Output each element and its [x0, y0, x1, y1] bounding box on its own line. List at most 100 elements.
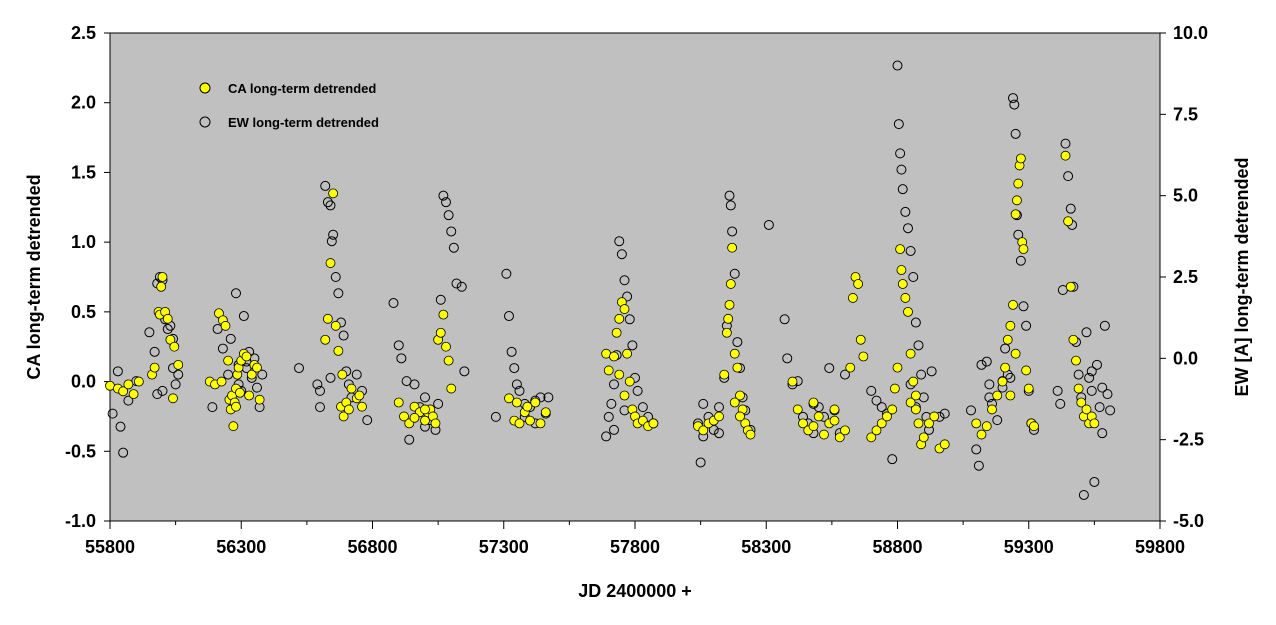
x-tick-label: 57800	[610, 537, 660, 557]
ew-point	[1055, 398, 1066, 409]
ew-point	[1018, 301, 1029, 312]
y-left-tick-label: 0.5	[71, 302, 96, 322]
ca-point	[905, 348, 916, 359]
ca-point	[735, 390, 745, 401]
ew-point	[1084, 372, 1095, 383]
ew-point	[896, 164, 907, 175]
ca-point	[929, 411, 940, 422]
ew-point	[451, 278, 462, 289]
ew-point	[448, 242, 459, 253]
ew-point	[632, 385, 643, 396]
y-axis-left: 2.5 2.0 1.5 1.0 0.5 0.0 -0.5 -1.0	[65, 23, 110, 531]
ca-point	[729, 397, 740, 408]
y-left-tick-label: -0.5	[65, 441, 96, 461]
ew-point	[866, 385, 877, 396]
ew-point	[157, 385, 168, 396]
ca-point	[128, 389, 139, 400]
ca-point	[1029, 421, 1039, 432]
legend-ca-marker	[199, 82, 211, 94]
ew-point	[506, 346, 517, 357]
ew-point	[727, 226, 738, 237]
ca-point	[333, 345, 344, 356]
ew-point	[1086, 385, 1097, 396]
ew-point	[509, 363, 520, 374]
ca-point	[918, 432, 929, 443]
ca-point	[1076, 397, 1087, 408]
ew-point	[1010, 128, 1021, 139]
y-right-tick-label: -2.5	[1173, 430, 1204, 450]
ew-point	[966, 405, 976, 416]
ew-point	[535, 392, 546, 403]
ew-point	[225, 333, 236, 344]
ew-point	[1060, 138, 1071, 149]
x-tick-label: 59800	[1135, 537, 1185, 557]
ew-point	[992, 415, 1003, 426]
ew-point	[619, 275, 630, 286]
ca-point	[399, 411, 409, 422]
ew-point	[315, 385, 325, 396]
ew-point	[1052, 385, 1063, 396]
ca-point	[540, 407, 551, 418]
ew-point	[601, 431, 612, 442]
ca-point	[1008, 299, 1018, 310]
ca-point	[910, 404, 921, 415]
ca-point	[322, 313, 333, 324]
ca-point	[535, 418, 546, 429]
ew-point	[443, 210, 454, 221]
ca-point	[808, 421, 819, 432]
y-right-tick-label: -5.0	[1173, 511, 1204, 531]
ca-point	[325, 258, 336, 268]
ca-point	[346, 383, 357, 394]
ca-point	[622, 348, 633, 359]
ew-point	[1092, 359, 1102, 370]
ca-point	[614, 369, 625, 380]
x-tick-label: 57300	[479, 537, 529, 557]
ca-point	[714, 411, 724, 422]
ew-point	[824, 363, 835, 374]
x-tick-label: 56300	[216, 537, 266, 557]
ew-point	[459, 366, 470, 377]
ca-point	[156, 281, 167, 292]
ew-point	[763, 219, 774, 230]
ca-point	[698, 425, 709, 436]
ew-point	[624, 314, 635, 325]
ew-point	[207, 402, 218, 413]
ew-point	[217, 343, 228, 354]
ew-point	[897, 184, 908, 195]
ew-point	[903, 223, 913, 234]
ca-point	[430, 418, 441, 429]
ew-point	[905, 245, 916, 256]
ew-point	[1063, 171, 1074, 182]
ca-point	[511, 397, 522, 408]
ca-point	[971, 418, 982, 429]
ew-point	[152, 389, 163, 400]
ew-point	[1005, 372, 1016, 383]
ca-point	[1012, 195, 1022, 206]
ca-point	[609, 351, 619, 362]
ew-point	[333, 288, 344, 299]
ca-point	[619, 390, 630, 401]
ew-point	[388, 298, 399, 309]
ew-point	[724, 190, 735, 201]
ca-point	[1023, 383, 1034, 394]
ca-point	[866, 432, 877, 443]
ca-point	[725, 279, 736, 289]
ew-point	[328, 229, 339, 240]
ca-point	[1060, 150, 1071, 161]
ca-point	[792, 404, 803, 415]
ew-point	[501, 268, 512, 279]
x-tick-label: 59300	[1004, 537, 1054, 557]
ca-point	[149, 362, 160, 373]
ca-point	[446, 383, 457, 394]
ca-point	[320, 334, 331, 345]
ca-point	[1005, 320, 1016, 331]
x-tick-label: 58300	[741, 537, 791, 557]
ca-point	[976, 429, 987, 440]
ew-point	[714, 428, 724, 439]
ew-point	[916, 369, 927, 380]
ew-point	[1105, 405, 1116, 416]
ew-point	[913, 340, 924, 351]
ew-point	[326, 236, 337, 247]
ca-point	[133, 376, 144, 387]
ca-point	[123, 379, 134, 390]
